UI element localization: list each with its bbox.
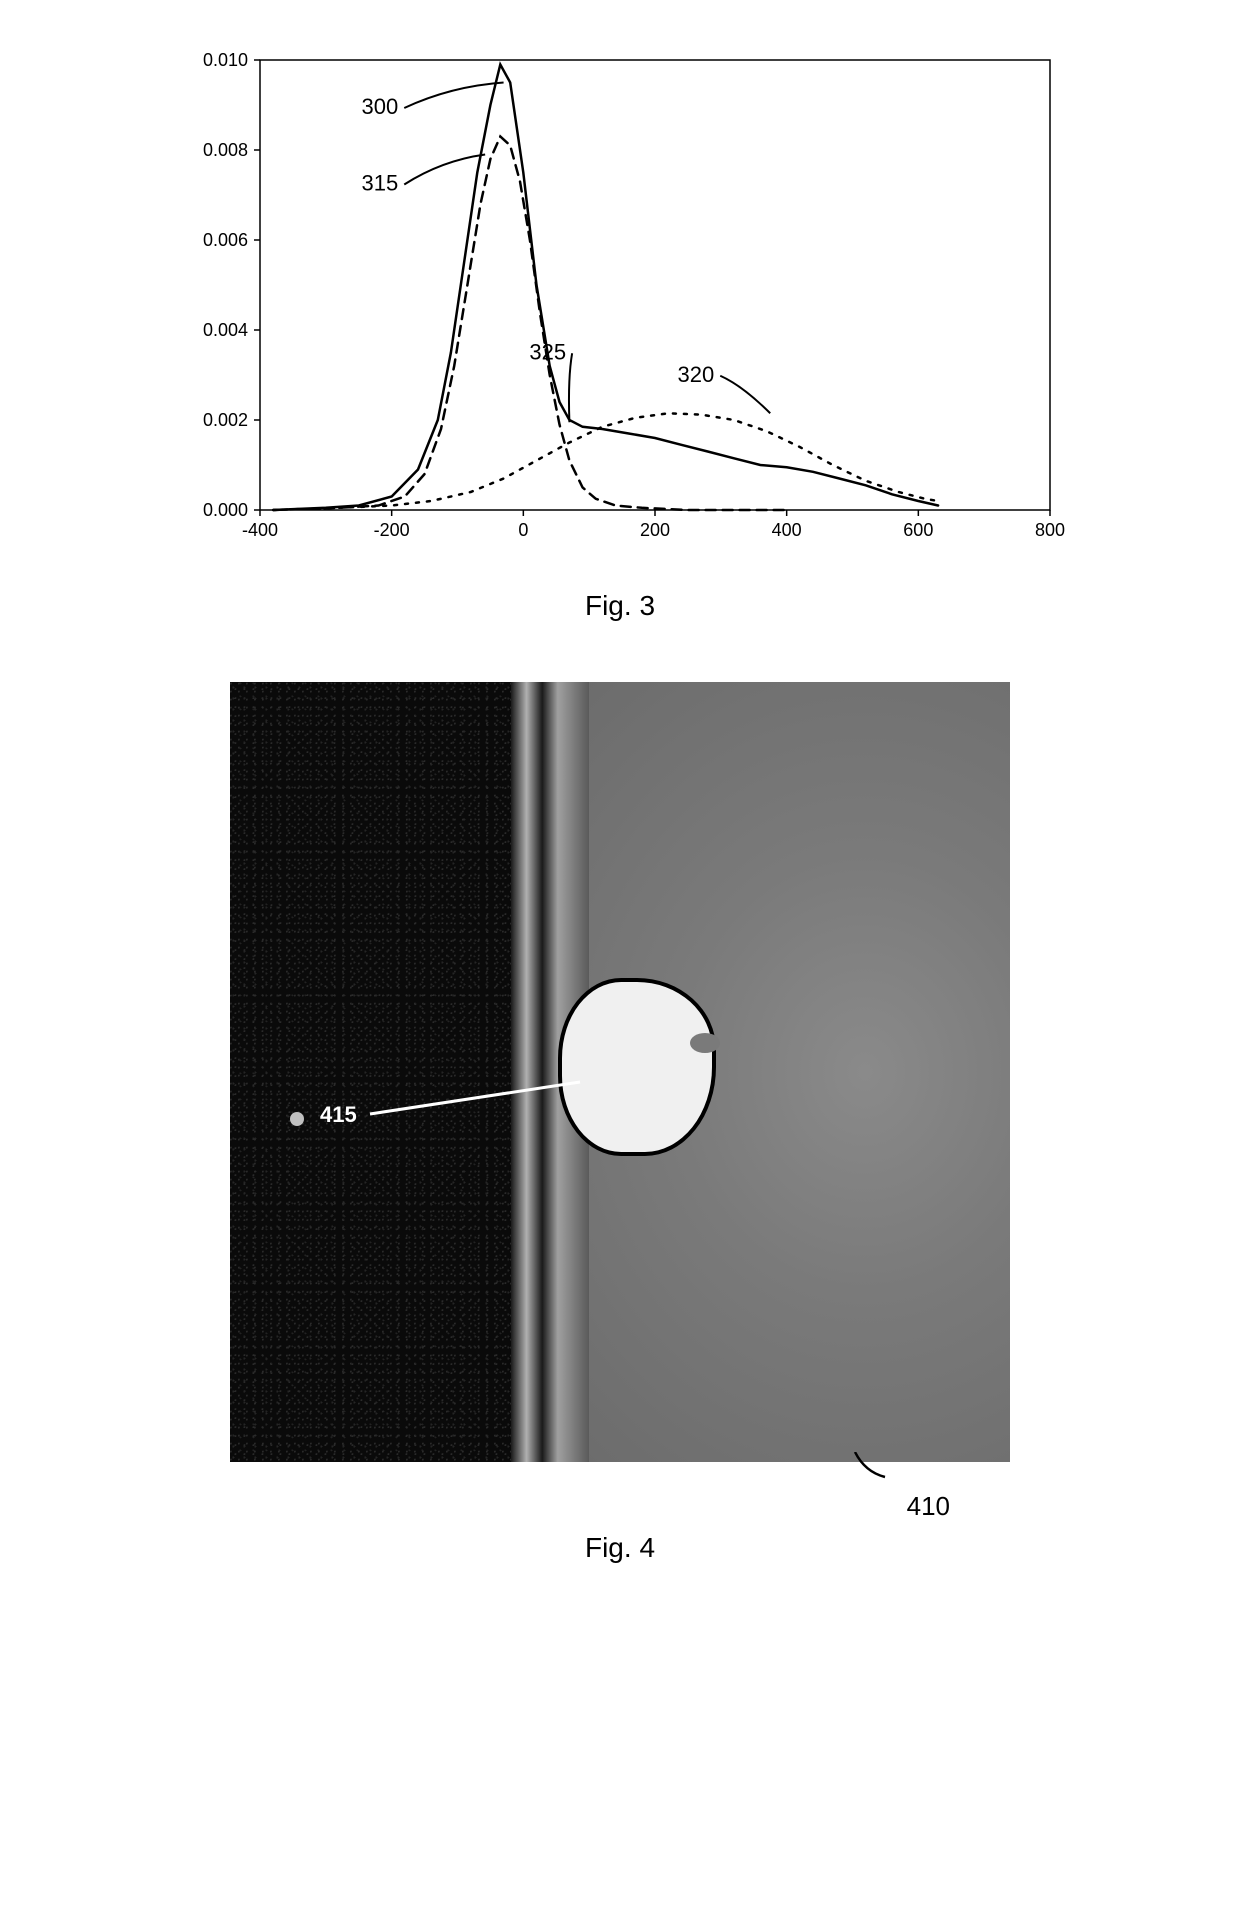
svg-text:0.010: 0.010: [203, 50, 248, 70]
figure-4-block: 415 410 Fig. 4: [230, 682, 1010, 1564]
svg-text:320: 320: [678, 362, 715, 387]
mri-image: 415: [230, 682, 1010, 1462]
lesion-region: [558, 978, 716, 1156]
svg-text:300: 300: [362, 94, 399, 119]
fig4-image-container: 415 410: [230, 682, 1010, 1462]
svg-text:0.002: 0.002: [203, 410, 248, 430]
svg-text:325: 325: [529, 339, 566, 364]
svg-text:600: 600: [903, 520, 933, 540]
svg-text:-200: -200: [374, 520, 410, 540]
fig3-chart: -400 -200 0 200 400 600 800 0.000 0.002 0.004 0.00…: [170, 40, 1070, 560]
svg-text:315: 315: [362, 171, 399, 196]
svg-text:0.000: 0.000: [203, 500, 248, 520]
fig3-svg: -400 -200 0 200 400 600 800 0.000 0.002 0.004 0.00…: [170, 40, 1070, 560]
svg-text:0.006: 0.006: [203, 230, 248, 250]
svg-text:-400: -400: [242, 520, 278, 540]
svg-text:0.008: 0.008: [203, 140, 248, 160]
figure-3-block: -400 -200 0 200 400 600 800 0.000 0.002 0.004 0.00…: [170, 40, 1070, 622]
ref-410-label: 410: [907, 1491, 950, 1522]
noise-overlay: [230, 682, 526, 1462]
lesion-label: 415: [320, 1102, 357, 1128]
fig4-caption: Fig. 4: [230, 1532, 1010, 1564]
svg-text:400: 400: [772, 520, 802, 540]
svg-text:0: 0: [518, 520, 528, 540]
svg-text:0.004: 0.004: [203, 320, 248, 340]
fig3-caption: Fig. 3: [170, 590, 1070, 622]
ref-410-bracket: [850, 1452, 900, 1492]
svg-text:200: 200: [640, 520, 670, 540]
svg-text:800: 800: [1035, 520, 1065, 540]
marker-dot: [290, 1112, 304, 1126]
